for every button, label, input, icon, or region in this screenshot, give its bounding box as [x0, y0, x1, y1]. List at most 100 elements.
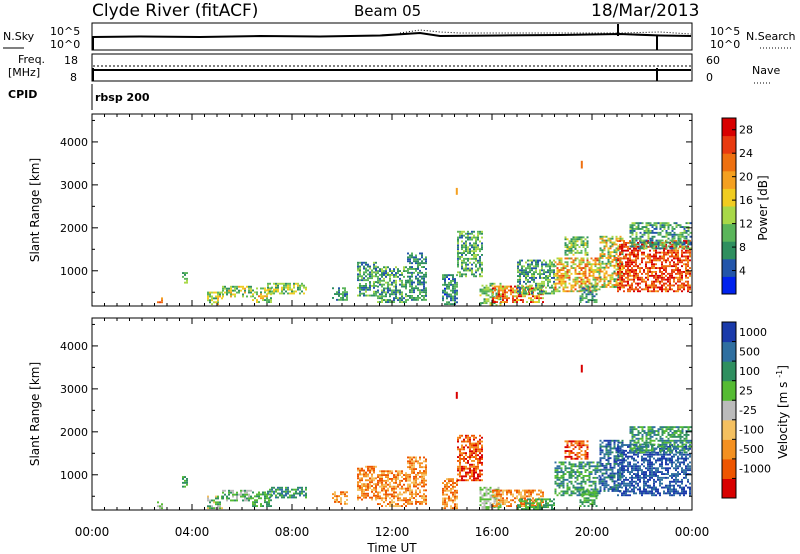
data-cell	[621, 261, 623, 264]
data-cell	[566, 486, 569, 489]
data-cell	[633, 278, 635, 281]
data-cell	[442, 299, 444, 302]
data-cell	[566, 488, 569, 491]
data-cell	[361, 277, 363, 280]
data-cell	[367, 277, 369, 280]
data-cell	[603, 249, 606, 252]
data-cell	[607, 476, 610, 479]
data-cell	[407, 502, 409, 505]
data-cell	[271, 486, 273, 489]
data-cell	[215, 497, 217, 500]
data-cell	[607, 445, 610, 448]
data-cell	[607, 257, 610, 259]
data-cell	[574, 240, 577, 243]
data-cell	[469, 456, 471, 458]
data-cell	[415, 269, 417, 272]
data-cell	[657, 276, 659, 279]
data-cell	[492, 301, 494, 303]
data-cell	[584, 251, 587, 254]
data-cell	[586, 453, 589, 456]
data-cell	[502, 299, 504, 301]
data-cell	[421, 485, 423, 488]
data-cell	[685, 272, 687, 275]
data-cell	[385, 499, 387, 502]
data-cell	[609, 463, 612, 465]
data-cell	[377, 281, 379, 284]
data-cell	[547, 269, 549, 272]
data-cell	[611, 447, 614, 450]
data-cell	[365, 290, 367, 293]
data-cell	[446, 276, 448, 278]
data-cell	[556, 478, 559, 481]
data-cell	[596, 463, 599, 466]
data-cell	[281, 486, 283, 489]
data-cell	[551, 284, 553, 287]
data-cell	[613, 490, 616, 492]
data-cell	[525, 286, 527, 289]
data-cell	[530, 495, 532, 498]
data-cell	[617, 237, 620, 240]
data-cell	[522, 505, 524, 507]
data-cell	[479, 263, 481, 266]
data-cell	[405, 293, 407, 296]
data-cell	[244, 497, 246, 500]
data-cell	[500, 499, 502, 502]
data-cell	[411, 256, 413, 259]
data-cell	[590, 471, 593, 473]
data-cell	[207, 299, 209, 302]
data-cell	[365, 487, 367, 489]
data-cell	[580, 442, 583, 445]
data-cell	[407, 269, 409, 272]
data-cell	[221, 297, 223, 300]
data-cell	[219, 293, 221, 296]
data-cell	[479, 498, 482, 501]
data-cell	[671, 237, 674, 240]
data-cell	[393, 281, 395, 284]
data-cell	[264, 491, 266, 494]
data-cell	[473, 473, 475, 476]
data-cell	[211, 299, 213, 302]
data-cell	[516, 289, 518, 292]
data-cell	[637, 253, 639, 256]
data-cell	[617, 247, 619, 250]
data-cell	[617, 457, 620, 460]
data-cell	[566, 257, 569, 260]
data-cell	[528, 495, 530, 498]
data-cell	[522, 495, 524, 498]
data-cell	[244, 499, 246, 502]
data-cell	[661, 265, 663, 268]
data-cell	[560, 263, 563, 266]
data-cell	[607, 461, 610, 463]
data-cell	[454, 489, 456, 492]
data-cell	[689, 259, 691, 262]
data-cell	[599, 278, 602, 281]
data-cell	[395, 293, 397, 296]
data-cell	[411, 481, 413, 484]
data-cell	[635, 286, 637, 289]
data-cell	[248, 493, 250, 496]
data-cell	[576, 251, 579, 254]
data-cell	[576, 478, 579, 481]
data-cell	[685, 267, 687, 269]
data-cell	[568, 463, 571, 466]
data-cell	[574, 284, 577, 287]
data-cell	[377, 491, 379, 494]
data-cell	[373, 479, 375, 482]
data-cell	[492, 297, 494, 300]
data-cell	[489, 290, 492, 293]
data-cell	[681, 271, 683, 273]
data-cell	[250, 295, 252, 298]
data-cell	[413, 297, 415, 299]
data-cell	[383, 274, 385, 276]
data-cell	[645, 228, 648, 230]
data-cell	[584, 452, 587, 454]
data-cell	[629, 257, 631, 260]
colorbar-segment	[722, 206, 736, 225]
data-cell	[423, 297, 425, 299]
data-cell	[346, 495, 348, 498]
data-cell	[499, 502, 502, 505]
data-cell	[619, 276, 621, 279]
data-cell	[673, 276, 675, 279]
data-cell	[611, 243, 614, 246]
